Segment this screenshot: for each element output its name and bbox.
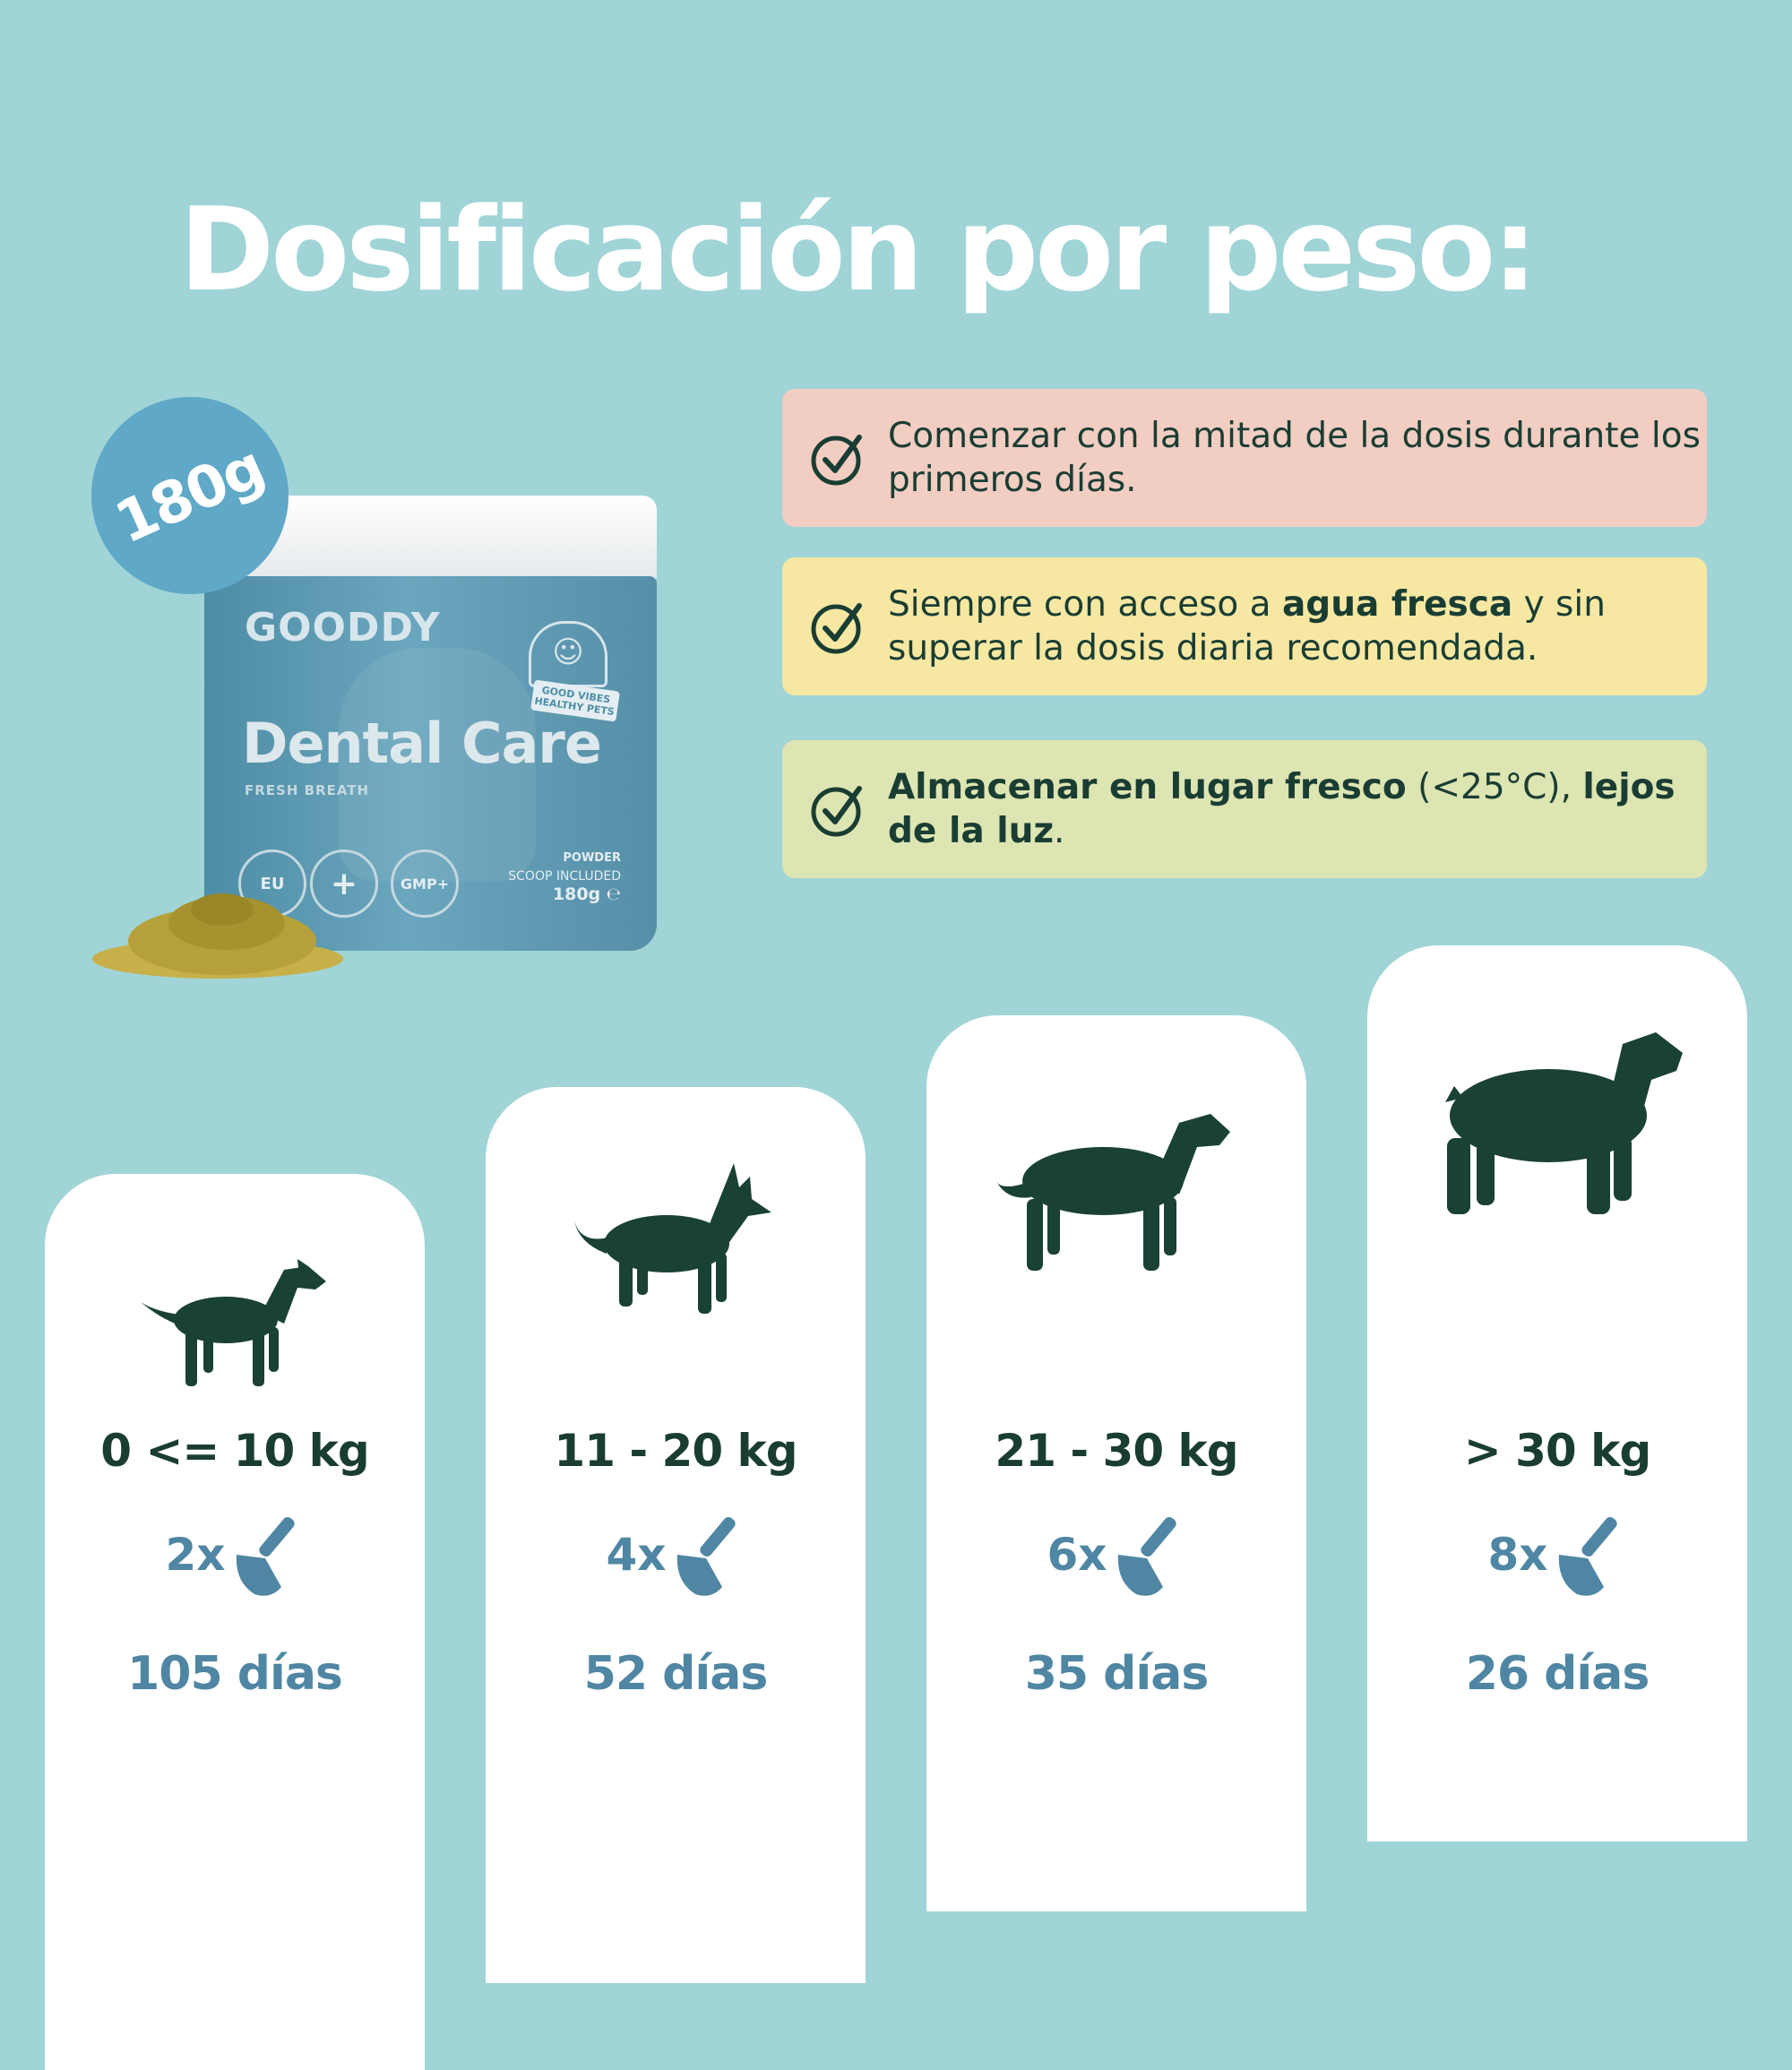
check-circle-icon — [811, 435, 862, 486]
duration-days: 52 días — [583, 1647, 769, 1701]
scoop-icon — [1558, 1517, 1617, 1596]
gmp-seal-icon: GMP+ — [391, 850, 459, 918]
duration-days: 105 días — [127, 1647, 343, 1701]
page-title: Dosificación por peso: — [179, 184, 1538, 317]
net-weight: 180g ℮ — [552, 884, 621, 904]
small-dog-icon — [141, 1259, 326, 1386]
dog-face-icon: ☺ — [529, 621, 607, 687]
dosage-card-xl — [1367, 945, 1747, 1841]
duration-days: 35 días — [1024, 1647, 1210, 1701]
scoop-icon — [1117, 1517, 1176, 1596]
note-fresh-water: Siempre con acceso a agua fresca y sin s… — [782, 557, 1707, 695]
dose-amount: 8x — [1367, 1510, 1747, 1600]
dose-amount: 4x — [486, 1510, 866, 1600]
scoop-icon — [676, 1517, 736, 1596]
medium-dog-icon — [574, 1163, 771, 1314]
product-jar: GOODDY ☺ GOOD VIBES HEALTHY PETS Dental … — [204, 496, 657, 951]
note-storage: Almacenar en lugar fresco (<25°C), lejos… — [782, 740, 1707, 878]
powder-info: POWDER SCOOP INCLUDED 180g ℮ — [508, 850, 621, 903]
check-circle-icon — [811, 603, 862, 654]
weight-badge: 180g — [91, 397, 289, 594]
product-name: Dental Care — [242, 711, 602, 776]
weight-range: 21 - 30 kg — [995, 1425, 1238, 1477]
tooth-icon — [339, 648, 536, 881]
note-half-dose: Comenzar con la mitad de la dosis durant… — [782, 389, 1707, 527]
note-text: Almacenar en lugar fresco (<25°C), lejos… — [888, 767, 1676, 851]
badge-label: 180g — [106, 434, 274, 557]
weight-range: 11 - 20 kg — [554, 1425, 797, 1477]
dose-amount: 6x — [926, 1510, 1306, 1600]
swiss-cross-icon: + — [310, 850, 378, 918]
powder-pile-icon — [92, 893, 343, 979]
dosage-card-small — [45, 1174, 425, 2070]
brand-logo: GOODDY — [245, 605, 441, 651]
note-text: Siempre con acceso a agua fresca y sin s… — [888, 584, 1606, 668]
duration-days: 26 días — [1465, 1647, 1650, 1701]
dose-amount: 2x — [45, 1510, 425, 1600]
weight-range: 0 <= 10 kg — [100, 1425, 369, 1477]
check-circle-icon — [811, 786, 862, 837]
product-subtitle: FRESH BREATH — [245, 782, 370, 798]
weight-range: > 30 kg — [1463, 1425, 1651, 1477]
scoop-icon — [236, 1517, 295, 1596]
xl-dog-icon — [1445, 1032, 1683, 1214]
note-text: Comenzar con la mitad de la dosis durant… — [888, 416, 1701, 500]
scoop-text: SCOOP INCLUDED — [508, 869, 621, 884]
powder-format: POWDER — [563, 851, 621, 865]
jar-label: GOODDY ☺ GOOD VIBES HEALTHY PETS Dental … — [204, 576, 657, 951]
dosage-card-large — [926, 1015, 1306, 1911]
large-dog-icon — [997, 1114, 1230, 1271]
